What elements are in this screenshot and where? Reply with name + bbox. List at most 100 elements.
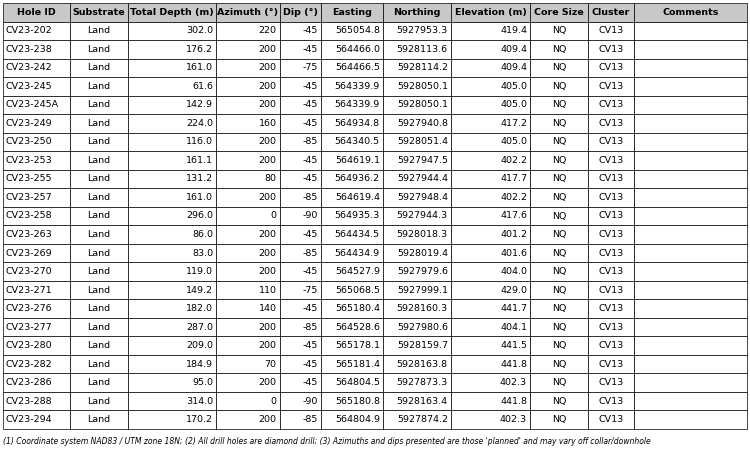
Text: 160: 160 [259, 119, 277, 128]
Bar [128, 337, 216, 355]
Text: 441.8: 441.8 [500, 397, 527, 406]
Bar [383, 262, 451, 281]
Text: Land: Land [87, 82, 110, 91]
Bar [128, 410, 216, 429]
Text: CV13: CV13 [598, 304, 624, 313]
Bar [280, 318, 320, 337]
Bar [216, 96, 280, 114]
Bar [320, 373, 383, 392]
Bar [588, 262, 634, 281]
Text: 161.0: 161.0 [186, 193, 213, 202]
Bar [128, 299, 216, 318]
Text: 402.3: 402.3 [500, 378, 527, 387]
Text: 5927940.8: 5927940.8 [397, 119, 448, 128]
Text: 564339.9: 564339.9 [334, 101, 380, 109]
Bar [3, 392, 70, 410]
Bar [451, 410, 530, 429]
Text: 200: 200 [259, 101, 277, 109]
Text: 220: 220 [259, 26, 277, 35]
Text: 564527.9: 564527.9 [335, 267, 380, 276]
Text: CV23-253: CV23-253 [6, 156, 53, 165]
Bar [128, 170, 216, 188]
Bar [70, 151, 128, 170]
Bar [383, 114, 451, 133]
Text: NQ: NQ [552, 63, 566, 72]
Text: NQ: NQ [552, 212, 566, 221]
Text: 5928051.4: 5928051.4 [397, 137, 448, 146]
Bar [530, 244, 588, 262]
Text: Land: Land [87, 323, 110, 332]
Bar [128, 392, 216, 410]
Text: 564804.5: 564804.5 [335, 378, 380, 387]
Text: CV23-255: CV23-255 [6, 174, 53, 183]
Text: CV13: CV13 [598, 378, 624, 387]
Text: Core Size: Core Size [534, 8, 584, 17]
Bar [588, 318, 634, 337]
Bar [216, 299, 280, 318]
Bar [634, 373, 747, 392]
Bar [128, 77, 216, 96]
Text: CV13: CV13 [598, 137, 624, 146]
Bar [634, 337, 747, 355]
Text: 564339.9: 564339.9 [334, 82, 380, 91]
Bar [216, 225, 280, 244]
Text: 402.3: 402.3 [500, 415, 527, 424]
Text: CV13: CV13 [598, 26, 624, 35]
Text: 441.8: 441.8 [500, 360, 527, 369]
Text: -45: -45 [302, 45, 317, 54]
Bar [588, 244, 634, 262]
Text: 441.7: 441.7 [500, 304, 527, 313]
Text: CV13: CV13 [598, 323, 624, 332]
Text: 140: 140 [259, 304, 277, 313]
Text: 5927999.1: 5927999.1 [397, 285, 448, 294]
Text: Land: Land [87, 341, 110, 350]
Text: Land: Land [87, 137, 110, 146]
Text: -45: -45 [302, 304, 317, 313]
Bar [588, 151, 634, 170]
Bar [128, 22, 216, 40]
Bar [588, 299, 634, 318]
Text: 200: 200 [259, 267, 277, 276]
Bar [383, 225, 451, 244]
Text: 83.0: 83.0 [192, 249, 213, 258]
Text: CV13: CV13 [598, 360, 624, 369]
Text: 405.0: 405.0 [500, 101, 527, 109]
Bar [634, 244, 747, 262]
Text: NQ: NQ [552, 174, 566, 183]
Text: NQ: NQ [552, 101, 566, 109]
Text: Land: Land [87, 267, 110, 276]
Text: NQ: NQ [552, 119, 566, 128]
Text: 402.2: 402.2 [500, 193, 527, 202]
Bar [588, 207, 634, 225]
Bar [320, 96, 383, 114]
Bar [588, 410, 634, 429]
Text: 404.0: 404.0 [500, 267, 527, 276]
Text: 419.4: 419.4 [500, 26, 527, 35]
Bar [451, 96, 530, 114]
Bar [383, 170, 451, 188]
Bar [320, 355, 383, 373]
Text: 5928163.4: 5928163.4 [397, 397, 448, 406]
Bar [128, 318, 216, 337]
Bar [70, 355, 128, 373]
Bar [280, 355, 320, 373]
Text: NQ: NQ [552, 156, 566, 165]
Bar [634, 58, 747, 77]
Text: Azimuth (°): Azimuth (°) [217, 8, 278, 17]
Text: 5927874.2: 5927874.2 [397, 415, 448, 424]
Bar [588, 170, 634, 188]
Text: CV13: CV13 [598, 397, 624, 406]
Text: NQ: NQ [552, 304, 566, 313]
Bar [280, 281, 320, 299]
Bar [634, 225, 747, 244]
Text: 564619.1: 564619.1 [335, 156, 380, 165]
Bar [3, 355, 70, 373]
Text: 200: 200 [259, 63, 277, 72]
Text: CV13: CV13 [598, 82, 624, 91]
Bar [280, 299, 320, 318]
Text: -85: -85 [302, 323, 317, 332]
Text: CV23-277: CV23-277 [6, 323, 53, 332]
Bar [128, 96, 216, 114]
Bar [383, 96, 451, 114]
Text: CV23-271: CV23-271 [6, 285, 53, 294]
